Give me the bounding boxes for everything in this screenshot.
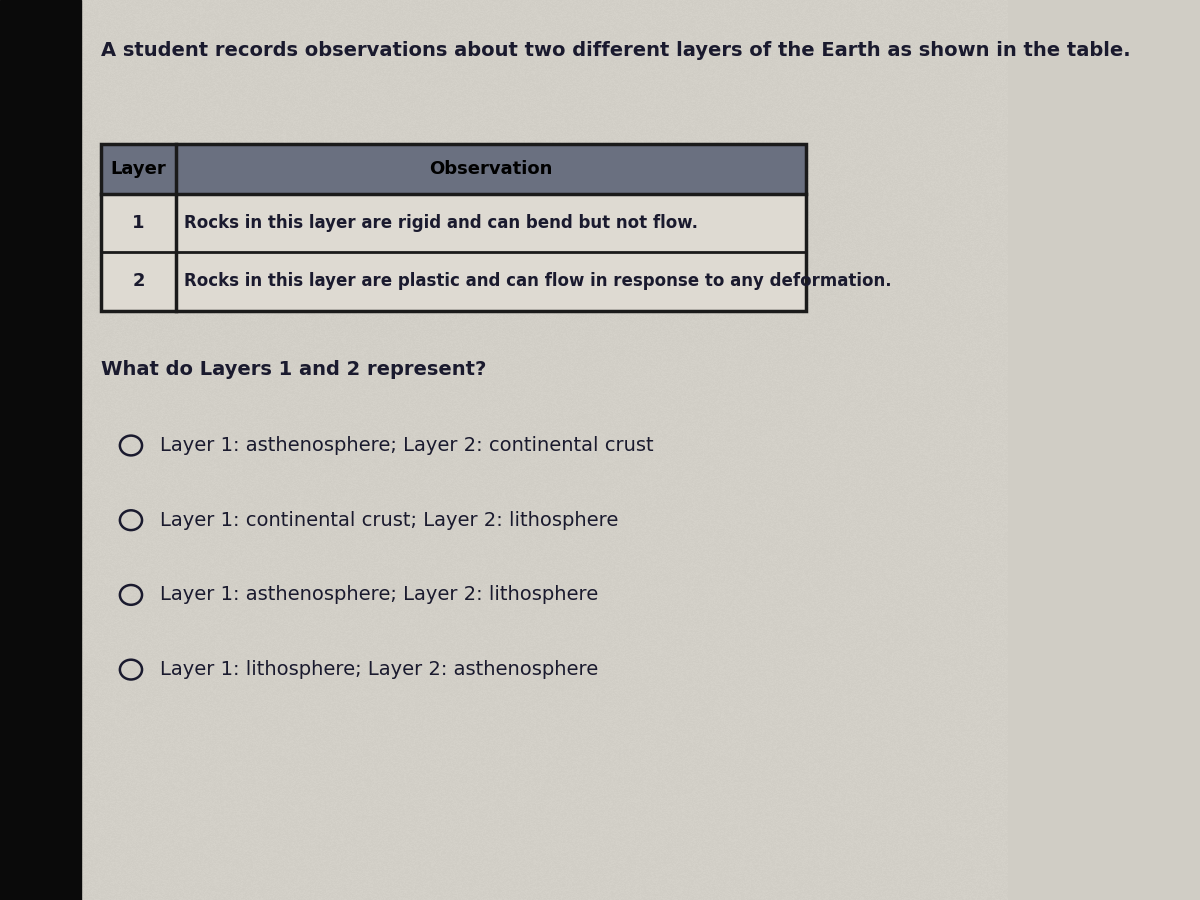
Bar xyxy=(0,0,80,900)
Bar xyxy=(101,144,806,310)
Text: Rocks in this layer are plastic and can flow in response to any deformation.: Rocks in this layer are plastic and can … xyxy=(185,273,892,291)
Text: What do Layers 1 and 2 represent?: What do Layers 1 and 2 represent? xyxy=(101,360,486,379)
Text: Observation: Observation xyxy=(430,160,553,178)
Text: A student records observations about two different layers of the Earth as shown : A student records observations about two… xyxy=(101,40,1130,59)
Text: Layer: Layer xyxy=(110,160,167,178)
Bar xyxy=(101,144,806,194)
Bar xyxy=(101,252,806,310)
Text: Layer 1: continental crust; Layer 2: lithosphere: Layer 1: continental crust; Layer 2: lit… xyxy=(160,510,618,530)
Text: Layer 1: asthenosphere; Layer 2: lithosphere: Layer 1: asthenosphere; Layer 2: lithosp… xyxy=(160,585,599,605)
Text: 1: 1 xyxy=(132,214,145,231)
Text: 2: 2 xyxy=(132,273,145,291)
Text: Rocks in this layer are rigid and can bend but not flow.: Rocks in this layer are rigid and can be… xyxy=(185,214,698,231)
Text: Layer 1: lithosphere; Layer 2: asthenosphere: Layer 1: lithosphere; Layer 2: asthenosp… xyxy=(160,660,599,680)
Bar xyxy=(101,194,806,252)
Text: Layer 1: asthenosphere; Layer 2: continental crust: Layer 1: asthenosphere; Layer 2: contine… xyxy=(160,436,654,455)
